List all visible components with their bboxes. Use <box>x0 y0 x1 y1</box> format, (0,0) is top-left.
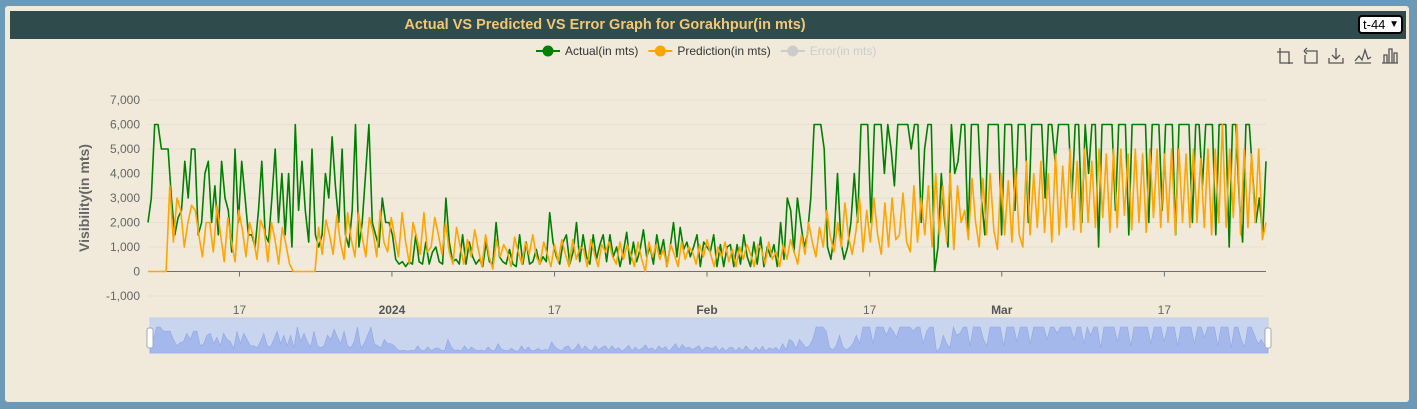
line-chart-icon[interactable] <box>1354 47 1372 64</box>
y-tick-label: 1,000 <box>110 240 140 254</box>
y-tick-label: 3,000 <box>110 191 140 205</box>
zoom-handle-right[interactable] <box>1264 327 1272 349</box>
x-tick-label: 17 <box>233 303 247 317</box>
legend-item-label[interactable]: Error(in mts) <box>810 44 877 58</box>
y-tick-label: 2,000 <box>110 216 140 230</box>
zoom-handle-left[interactable] <box>146 327 154 349</box>
x-tick-label: 2024 <box>379 303 406 317</box>
legend-marker[interactable] <box>787 45 799 57</box>
x-tick-label: Mar <box>991 303 1013 317</box>
legend-marker[interactable] <box>542 45 554 57</box>
series-line <box>148 123 1267 273</box>
legend-item-label[interactable]: Actual(in mts) <box>565 44 638 58</box>
zoom-icon[interactable] <box>1277 48 1293 64</box>
y-axis-label: Visibility(in mts) <box>76 144 92 252</box>
y-tick-label: -1,000 <box>106 289 140 303</box>
y-tick-label: 0 <box>133 265 140 279</box>
zoom-reset-icon[interactable] <box>1303 47 1318 64</box>
legend-item-label[interactable]: Prediction(in mts) <box>677 44 770 58</box>
y-tick-label: 4,000 <box>110 167 140 181</box>
series-line <box>147 123 1267 273</box>
x-tick-label: 17 <box>863 303 877 317</box>
model-selector-value: t-44 <box>1363 17 1386 32</box>
x-tick-label: Feb <box>696 303 717 317</box>
bar-chart-icon[interactable] <box>1382 48 1398 64</box>
y-tick-label: 6,000 <box>110 118 140 132</box>
chevron-down-icon: ▼ <box>1389 19 1399 30</box>
x-tick-label: 17 <box>548 303 562 317</box>
model-selector[interactable]: t-44 ▼ <box>1358 15 1403 34</box>
chart-title: Actual VS Predicted VS Error Graph for G… <box>404 17 806 33</box>
zoom-slider-preview <box>149 325 1269 354</box>
y-tick-label: 5,000 <box>110 142 140 156</box>
y-tick-label: 7,000 <box>110 93 140 107</box>
x-tick-label: 17 <box>1158 303 1172 317</box>
legend-marker[interactable] <box>654 45 666 57</box>
chart-header: Actual VS Predicted VS Error Graph for G… <box>10 11 1406 39</box>
download-icon[interactable] <box>1328 48 1344 64</box>
